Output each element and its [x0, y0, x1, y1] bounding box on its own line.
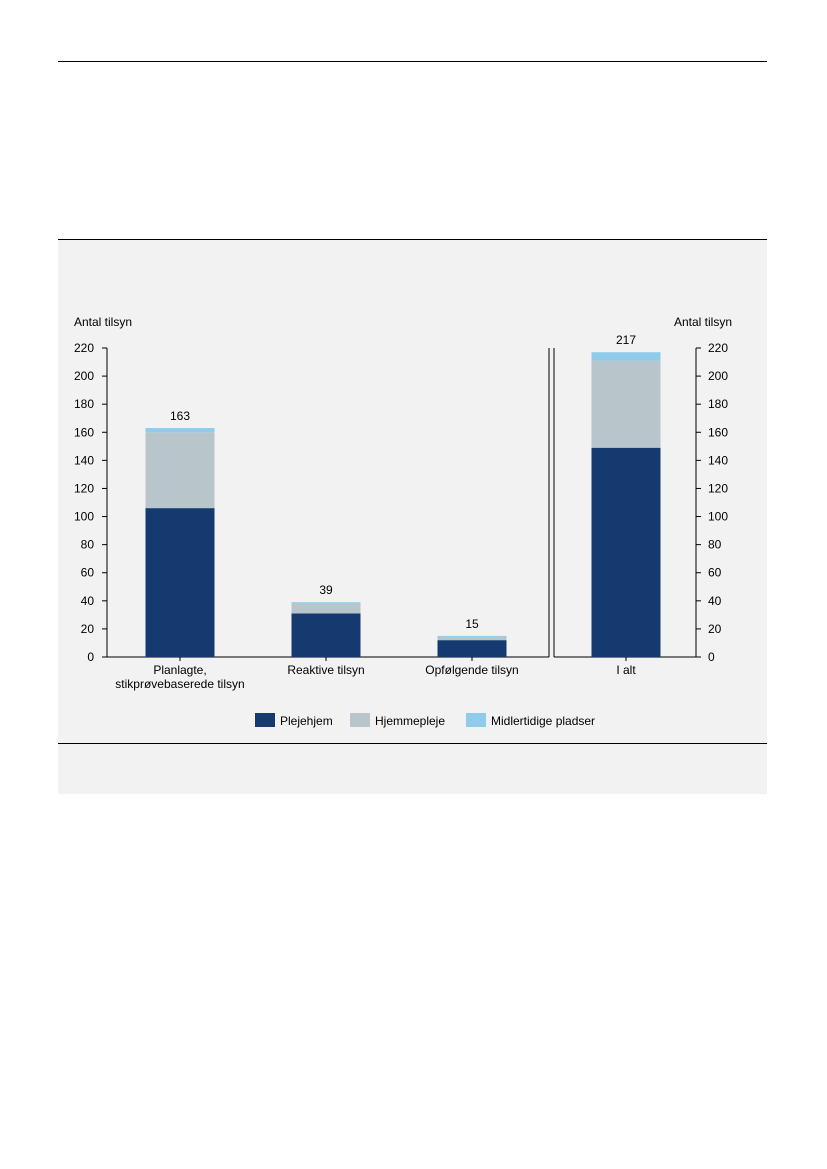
x-tick-label: stikprøvebaserede tilsyn — [115, 677, 244, 691]
y-tick-label-left: 80 — [81, 538, 95, 552]
bar-segment-hjemmepleje — [437, 637, 507, 641]
y-tick-label-left: 40 — [81, 594, 95, 608]
data-label-total: 15 — [465, 617, 479, 631]
bar-segment-hjemmepleje — [145, 432, 215, 509]
x-tick-label: Planlagte, — [153, 663, 206, 677]
bar-segment-plejehjem — [291, 613, 361, 657]
bar-segment-hjemmepleje — [291, 603, 361, 614]
y-tick-label-right: 160 — [708, 425, 728, 439]
y-tick-label-left: 60 — [81, 566, 95, 580]
y-tick-label-left: 0 — [87, 650, 94, 664]
y-tick-label-right: 220 — [708, 341, 728, 355]
y-tick-label-right: 0 — [708, 650, 715, 664]
data-label-total: 217 — [616, 333, 636, 347]
bar-segment-midlertidige-pladser — [145, 428, 215, 433]
figure-top-rule — [58, 239, 767, 240]
legend-label: Midlertidige pladser — [491, 714, 595, 728]
legend-swatch — [255, 713, 275, 727]
y-axis-title-right: Antal tilsyn — [674, 315, 732, 329]
y-tick-label-left: 200 — [74, 369, 94, 383]
y-tick-label-left: 140 — [74, 453, 94, 467]
data-label-total: 39 — [319, 583, 333, 597]
y-tick-label-left: 20 — [81, 622, 95, 636]
y-tick-label-right: 80 — [708, 538, 722, 552]
legend-swatch — [350, 713, 370, 727]
bar-segment-plejehjem — [437, 640, 507, 657]
legend-label: Plejehjem — [280, 714, 333, 728]
page-top-rule — [58, 61, 767, 62]
y-tick-label-right: 120 — [708, 481, 728, 495]
bar-segment-midlertidige-pladser — [591, 352, 661, 361]
bar-segment-plejehjem — [145, 508, 215, 657]
legend-swatch — [466, 713, 486, 727]
y-tick-label-right: 140 — [708, 453, 728, 467]
x-tick-label: Opfølgende tilsyn — [425, 663, 518, 677]
y-axis-title-left: Antal tilsyn — [74, 315, 132, 329]
y-tick-label-left: 160 — [74, 425, 94, 439]
legend-label: Hjemmepleje — [375, 714, 445, 728]
y-tick-label-right: 60 — [708, 566, 722, 580]
y-tick-label-left: 100 — [74, 510, 94, 524]
y-tick-label-right: 200 — [708, 369, 728, 383]
x-tick-label: Reaktive tilsyn — [287, 663, 364, 677]
y-tick-label-right: 20 — [708, 622, 722, 636]
y-tick-label-right: 100 — [708, 510, 728, 524]
bar-segment-plejehjem — [591, 447, 661, 657]
x-tick-label: I alt — [616, 663, 636, 677]
y-tick-label-left: 220 — [74, 341, 94, 355]
y-tick-label-left: 120 — [74, 481, 94, 495]
bar-segment-hjemmepleje — [591, 360, 661, 448]
bar-segment-midlertidige-pladser — [291, 602, 361, 604]
bar-segment-midlertidige-pladser — [437, 635, 507, 638]
y-tick-label-right: 180 — [708, 397, 728, 411]
y-tick-label-left: 180 — [74, 397, 94, 411]
y-tick-label-right: 40 — [708, 594, 722, 608]
data-label-total: 163 — [170, 409, 190, 423]
figure-bottom-rule — [58, 743, 767, 744]
